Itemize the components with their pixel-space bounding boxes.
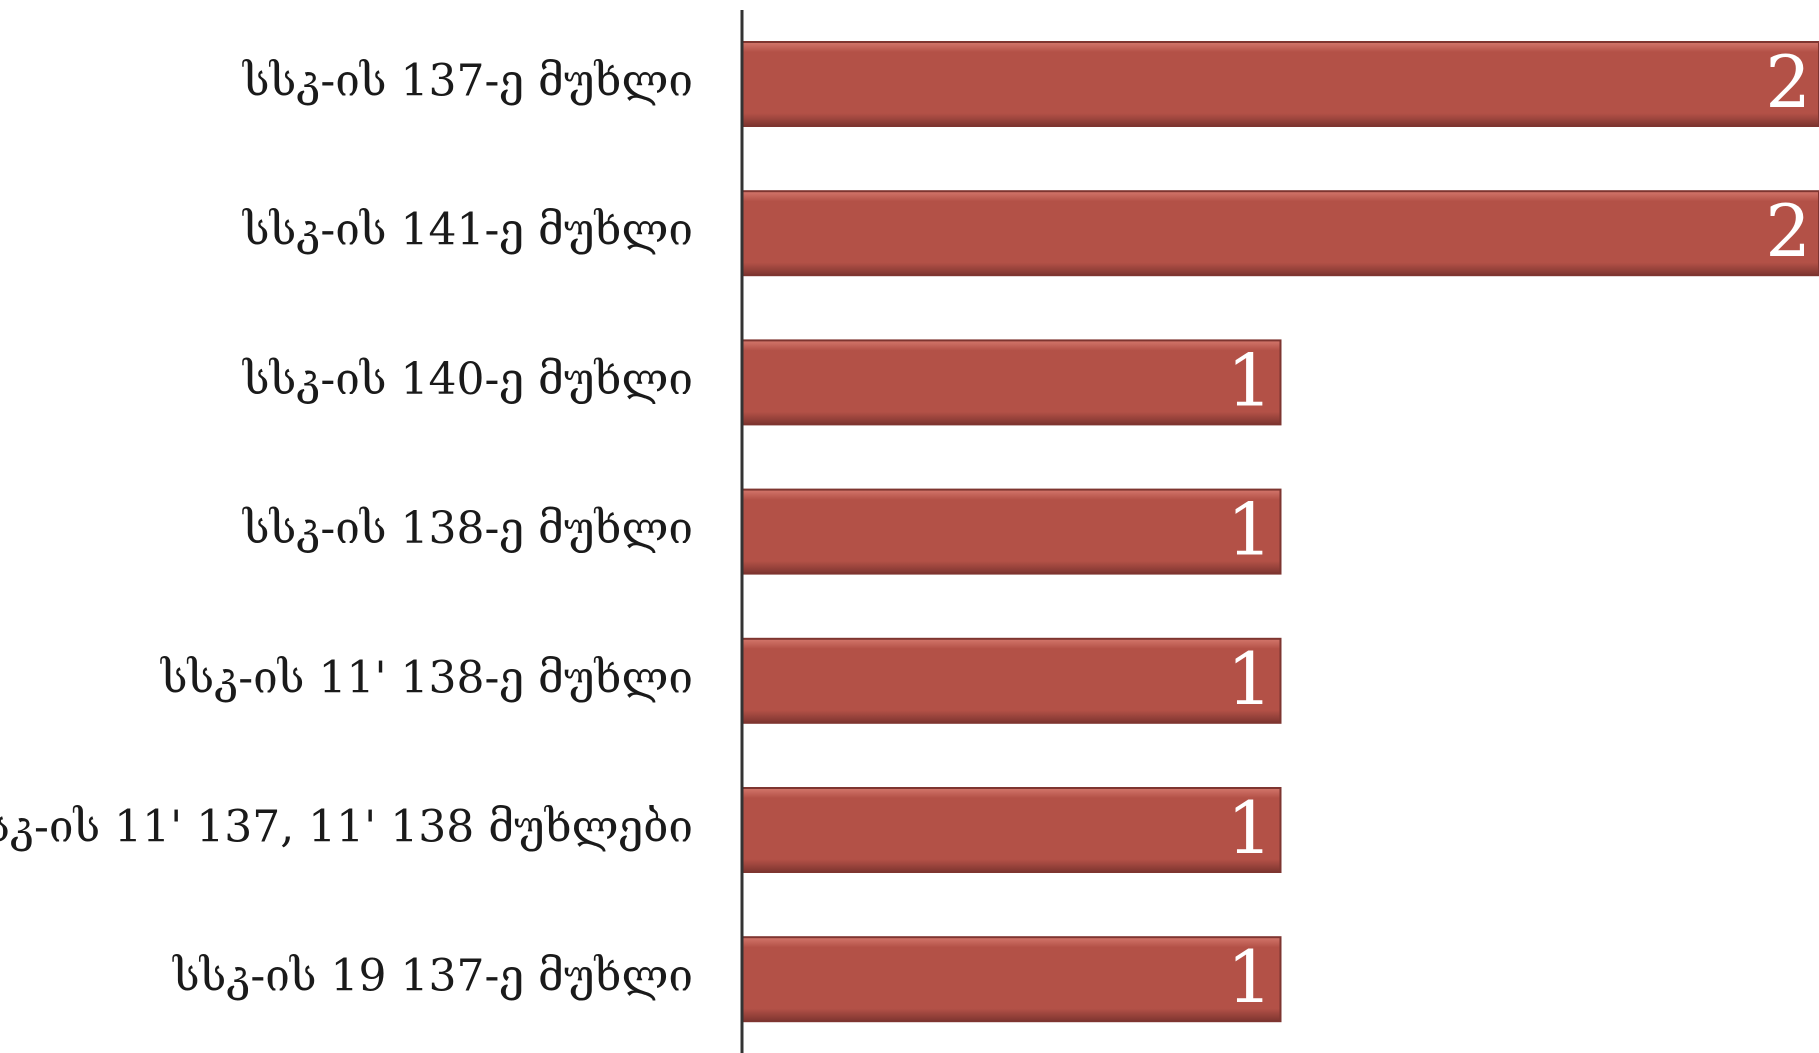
bar-5 bbox=[741, 787, 1282, 873]
value-label-2: 1 bbox=[1227, 338, 1273, 422]
category-labels: სსკ-ის 137-ე მუხლი სსკ-ის 141-ე მუხლი სსკ-… bbox=[0, 56, 693, 1002]
value-label-0: 2 bbox=[1765, 40, 1811, 124]
bar-0 bbox=[741, 41, 1819, 127]
value-label-4: 1 bbox=[1227, 637, 1273, 721]
bars-layer bbox=[741, 41, 1819, 1023]
bar-6 bbox=[741, 936, 1282, 1023]
category-label-4: სსკ-ის 11' 138-ე მუხლი bbox=[160, 652, 693, 703]
category-label-1: სსკ-ის 141-ე მუხლი bbox=[242, 205, 693, 256]
bar-4 bbox=[741, 637, 1282, 724]
bar-2 bbox=[741, 339, 1282, 426]
category-label-0: სსკ-ის 137-ე მუხლი bbox=[242, 56, 693, 107]
value-label-1: 2 bbox=[1765, 189, 1811, 273]
value-label-6: 1 bbox=[1227, 935, 1273, 1019]
category-label-2: სსკ-ის 140-ე მუხლი bbox=[242, 354, 693, 405]
category-label-6: სსკ-ის 19 137-ე მუხლი bbox=[172, 951, 693, 1002]
bar-3 bbox=[741, 488, 1282, 575]
value-label-5: 1 bbox=[1227, 786, 1273, 870]
category-label-3: სსკ-ის 138-ე მუხლი bbox=[242, 503, 693, 554]
category-label-5: სსკ-ის 11' 137, 11' 138 მუხლები bbox=[0, 802, 693, 853]
value-label-3: 1 bbox=[1227, 488, 1273, 572]
value-labels: 2 2 1 1 1 1 1 bbox=[1227, 40, 1811, 1019]
bar-1 bbox=[741, 190, 1819, 277]
